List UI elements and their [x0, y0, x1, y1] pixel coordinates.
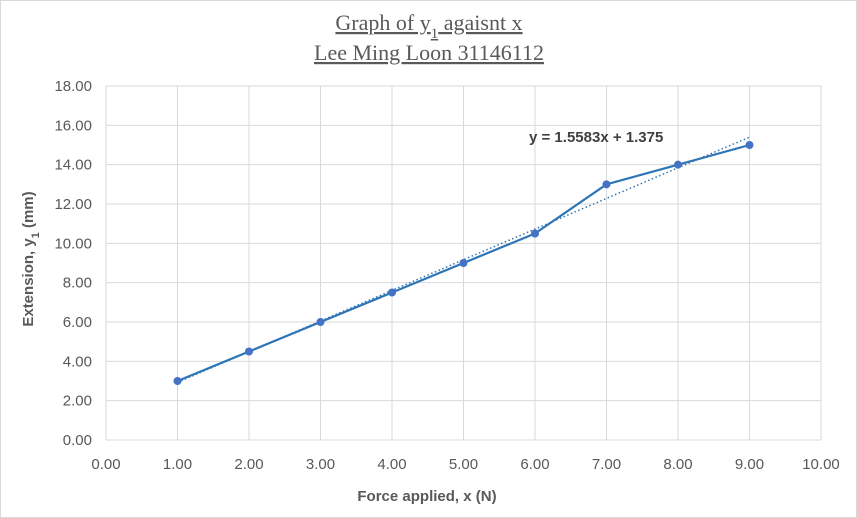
x-tick-label: 9.00	[735, 456, 764, 473]
data-point	[388, 288, 396, 297]
x-tick-label: 8.00	[663, 456, 692, 473]
data-point	[531, 229, 539, 238]
x-tick-labels: 0.00 1.00 2.00 3.00 4.00 5.00 6.00 7.00 8.00 9.00…	[91, 456, 839, 473]
y-tick-label: 18.00	[54, 78, 92, 95]
y-tick-label: 2.00	[63, 393, 92, 410]
x-axis-label: Force applied, x (N)	[357, 488, 496, 505]
x-tick-label: 4.00	[377, 456, 406, 473]
y-tick-label: 14.00	[54, 157, 92, 174]
y-tick-label: 8.00	[63, 275, 92, 292]
chart-title-line1: Graph of y1 agaisnt x	[335, 10, 522, 42]
x-tick-label: 0.00	[91, 456, 120, 473]
x-tick-label: 6.00	[520, 456, 549, 473]
x-tick-label: 3.00	[306, 456, 335, 473]
x-tick-label: 10.00	[802, 456, 840, 473]
data-point	[745, 141, 754, 149]
y-tick-label: 0.00	[63, 432, 92, 449]
x-tick-label: 2.00	[234, 456, 263, 473]
y-tick-label: 10.00	[54, 235, 92, 252]
data-point	[674, 160, 682, 169]
chart-title-line2: Lee Ming Loon 31146112	[314, 40, 544, 65]
trendline-equation: y = 1.5583x + 1.375	[529, 129, 663, 146]
x-tick-label: 1.00	[163, 456, 192, 473]
y-tick-label: 6.00	[63, 314, 92, 331]
y-tick-labels: 0.00 2.00 4.00 6.00 8.00 10.00 12.00 14.00 16.00…	[54, 78, 92, 449]
series-layer	[173, 141, 754, 385]
data-point	[316, 318, 325, 326]
data-point	[245, 347, 253, 356]
data-point	[173, 377, 182, 385]
data-point	[602, 180, 611, 189]
grid-layer	[105, 85, 822, 441]
y-tick-label: 16.00	[54, 117, 92, 134]
y-axis-label: Extension, y1 (mm)	[20, 191, 42, 326]
x-tick-label: 5.00	[449, 456, 478, 473]
data-point	[459, 259, 468, 267]
y-tick-label: 12.00	[54, 196, 92, 213]
y-tick-label: 4.00	[63, 353, 92, 370]
x-tick-label: 7.00	[592, 456, 621, 473]
